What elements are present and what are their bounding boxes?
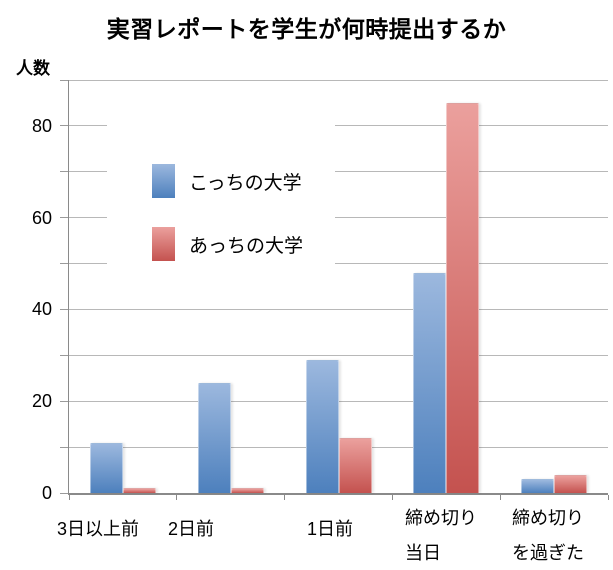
- y-tick-label-80: 80: [31, 115, 52, 136]
- plot-area: [60, 79, 609, 500]
- y-axis-tick: [60, 171, 68, 173]
- x-axis-tick: [499, 495, 501, 500]
- legend-label-series-1: こっちの大学: [189, 172, 302, 194]
- y-axis-title: 人数: [16, 59, 50, 78]
- y-tick-label-0: 0: [41, 483, 52, 503]
- bar-blue-2: [305, 359, 339, 493]
- x-axis-tick: [284, 495, 286, 500]
- y-tick-label-20: 20: [31, 391, 52, 412]
- legend-swatch-red: [152, 227, 175, 261]
- gridline: [69, 354, 608, 356]
- y-axis-tick: [60, 79, 68, 81]
- bar-blue-3: [413, 272, 447, 493]
- category-label-2: 1日前: [307, 519, 354, 539]
- y-axis-tick: [60, 125, 68, 127]
- y-axis-tick: [60, 217, 68, 219]
- category-label-0: 3日以上前: [57, 519, 140, 539]
- category-label-1: 2日前: [168, 519, 215, 539]
- y-axis-tick: [60, 354, 68, 356]
- bar-blue-4: [521, 479, 555, 493]
- legend-swatch-blue: [152, 164, 175, 198]
- legend: こっちの大学 あっちの大学: [107, 110, 335, 272]
- gridline: [69, 79, 608, 81]
- x-axis-tick: [391, 495, 393, 500]
- bar-red-1: [230, 488, 264, 493]
- y-axis-tick: [60, 492, 68, 494]
- gridline: [69, 400, 608, 402]
- x-axis-tick: [176, 495, 178, 500]
- category-label-3: 締め切り 当日: [405, 508, 477, 563]
- y-axis-tick: [60, 400, 68, 402]
- bar-blue-1: [197, 382, 231, 493]
- gridline: [69, 125, 608, 127]
- gridline: [69, 217, 608, 219]
- y-tick-label-40: 40: [31, 299, 52, 320]
- chart-title: 実習レポートを学生が何時提出するか: [106, 16, 507, 42]
- legend-item-series-2: あっちの大学: [152, 227, 303, 261]
- legend-item-series-1: こっちの大学: [152, 164, 302, 198]
- x-axis-tick: [607, 495, 609, 500]
- gridline: [69, 308, 608, 310]
- category-label-4: 締め切り を過ぎた: [512, 508, 584, 563]
- bar-red-0: [122, 488, 156, 493]
- bar-red-3: [446, 102, 480, 493]
- gridline: [69, 263, 608, 265]
- bar-blue-0: [89, 442, 123, 493]
- y-axis-tick: [60, 263, 68, 265]
- legend-label-series-2: あっちの大学: [189, 235, 304, 257]
- y-axis-tick: [60, 446, 68, 448]
- y-tick-label-60: 60: [31, 207, 52, 228]
- gridline: [69, 171, 608, 173]
- y-axis-tick: [60, 308, 68, 310]
- bar-red-4: [554, 474, 588, 493]
- x-axis-tick: [68, 495, 70, 500]
- bar-red-2: [338, 437, 372, 493]
